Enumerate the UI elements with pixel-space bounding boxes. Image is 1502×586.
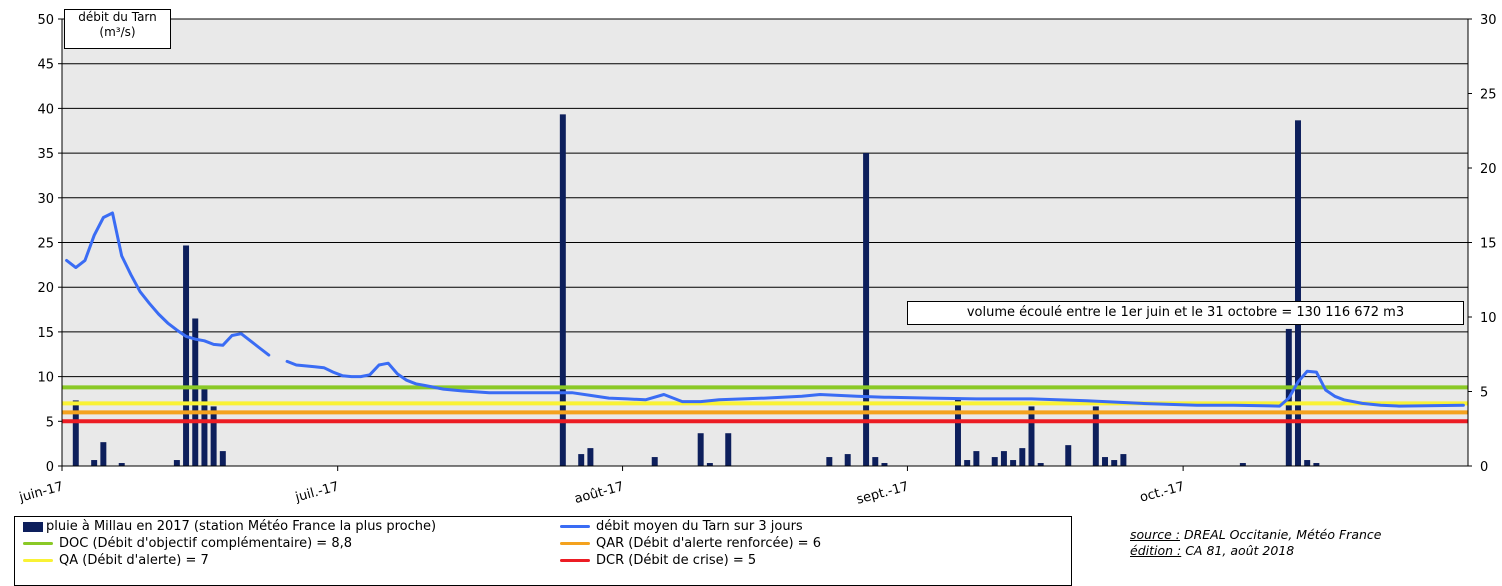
legend-swatch-flow [560, 525, 590, 528]
y-axis-title-box: débit du Tarn (m³/s) [64, 9, 171, 49]
legend-item-qa: QA (Débit d'alerte) = 7 [23, 552, 209, 569]
legend-item-doc: DOC (Débit d'objectif complémentaire) = … [23, 535, 352, 552]
volume-annotation: volume écoulé entre le 1er juin et le 31… [907, 301, 1464, 325]
legend-item-dcr: DCR (Débit de crise) = 5 [560, 552, 756, 569]
legend-label-qar: QAR (Débit d'alerte renforcée) = 6 [596, 536, 821, 551]
y2-tick-label: 25 [1480, 88, 1497, 103]
rain-bar [964, 460, 971, 466]
rain-bar [1304, 460, 1311, 466]
y2-tick-label: 30 [1480, 13, 1497, 28]
x-tick-label: août-17 [573, 479, 626, 507]
rain-bar [1313, 463, 1320, 466]
rain-bar [1010, 460, 1017, 466]
rain-bar [118, 463, 125, 466]
rain-bar [173, 460, 180, 466]
rain-bar [651, 457, 658, 466]
rain-bar [559, 114, 566, 467]
y2-tick-label: 5 [1480, 386, 1488, 401]
rain-bar [1239, 463, 1246, 466]
rain-bar [1295, 120, 1301, 466]
x-tick-label: oct.-17 [1138, 479, 1186, 505]
legend-label-rain: pluie à Millau en 2017 (station Météo Fr… [46, 519, 437, 534]
chart: 0 5 10 15 20 25 30 35 40 45 50 0 5 10 15 20 25 30 juin-17 j… [17, 13, 1497, 508]
y2-tick-label: 15 [1480, 237, 1497, 252]
source-label: source : [1130, 527, 1180, 542]
y-tick-label: 30 [37, 192, 54, 207]
rain-bar [219, 451, 226, 466]
legend-swatch-dcr [560, 559, 590, 562]
y-tick-label: 5 [46, 415, 54, 430]
y-tick-label: 35 [37, 147, 54, 162]
rain-bar [192, 318, 199, 466]
rain-bar [973, 451, 980, 466]
legend-item-flow: débit moyen du Tarn sur 3 jours [560, 518, 803, 535]
y2-tick-label: 0 [1480, 460, 1488, 475]
y2-tick-label: 20 [1480, 162, 1497, 177]
rain-bar [201, 387, 208, 466]
rain-bar [100, 442, 107, 466]
edition-label: édition : [1130, 543, 1182, 558]
rain-bars [72, 114, 1320, 467]
rain-bar [697, 433, 704, 466]
y-tick-label: 25 [37, 237, 54, 252]
rain-bar [183, 245, 190, 466]
flow-line-segment [285, 359, 1465, 408]
y-tick-label: 50 [37, 13, 54, 28]
x-tick-label: sept.-17 [855, 479, 911, 507]
rain-bar [881, 463, 888, 466]
rain-bar [91, 460, 98, 466]
flow-line-segment [65, 211, 271, 357]
legend-label-dcr: DCR (Débit de crise) = 5 [596, 553, 757, 568]
y-tick-label: 15 [37, 326, 54, 341]
rain-bar [1092, 406, 1099, 466]
legend-swatch-qa [23, 559, 53, 562]
legend-swatch-doc [23, 542, 53, 545]
threshold-lines [62, 385, 1468, 424]
rain-bar [844, 454, 851, 466]
source-note: source : DREAL Occitanie, Météo France é… [1130, 527, 1381, 559]
rain-bar [863, 153, 870, 466]
rain-bar [1120, 454, 1127, 466]
source-line: source : DREAL Occitanie, Météo France [1130, 527, 1381, 543]
rain-bar [1037, 463, 1044, 466]
legend-swatch-rain [23, 521, 43, 532]
y-tick-label: 0 [46, 460, 54, 475]
y-axis-title-line2: (m³/s) [99, 25, 136, 39]
rain-bar [1000, 451, 1007, 466]
rain-bar [826, 457, 833, 466]
flow-line [65, 211, 1465, 408]
rain-bar [1111, 460, 1118, 466]
y2-tick-label: 10 [1480, 311, 1497, 326]
rain-bar [954, 397, 961, 466]
rain-bar [72, 400, 79, 466]
rain-bar [706, 463, 713, 466]
rain-bar [872, 457, 879, 466]
rain-bar [1019, 448, 1026, 466]
edition-line: édition : CA 81, août 2018 [1130, 543, 1381, 559]
legend-item-qar: QAR (Débit d'alerte renforcée) = 6 [560, 535, 821, 552]
y-tick-label: 20 [37, 281, 54, 296]
rain-bar [1102, 457, 1108, 466]
rain-bar [1065, 445, 1072, 466]
legend-label-doc: DOC (Débit d'objectif complémentaire) = … [59, 536, 352, 551]
y-tick-label: 45 [37, 58, 54, 73]
legend-label-flow: débit moyen du Tarn sur 3 jours [596, 519, 803, 534]
rain-bar [587, 448, 594, 466]
y-axis-title-line1: débit du Tarn [78, 10, 157, 24]
legend-item-rain: pluie à Millau en 2017 (station Météo Fr… [23, 518, 436, 535]
rain-bar [578, 454, 585, 466]
y-tick-label: 40 [37, 102, 54, 117]
rain-bar [1028, 406, 1035, 466]
legend-swatch-qar [560, 542, 590, 545]
x-tick-label: juin-17 [17, 479, 65, 505]
y-tick-label: 10 [37, 371, 54, 386]
legend-label-qa: QA (Débit d'alerte) = 7 [59, 553, 209, 568]
edition-text: CA 81, août 2018 [1181, 543, 1295, 558]
legend: pluie à Millau en 2017 (station Météo Fr… [14, 516, 1072, 586]
rain-bar [725, 433, 732, 466]
x-tick-label: juil.-17 [293, 479, 341, 505]
rain-bar [991, 457, 998, 466]
source-text: DREAL Occitanie, Météo France [1179, 527, 1382, 542]
rain-bar [210, 406, 217, 466]
